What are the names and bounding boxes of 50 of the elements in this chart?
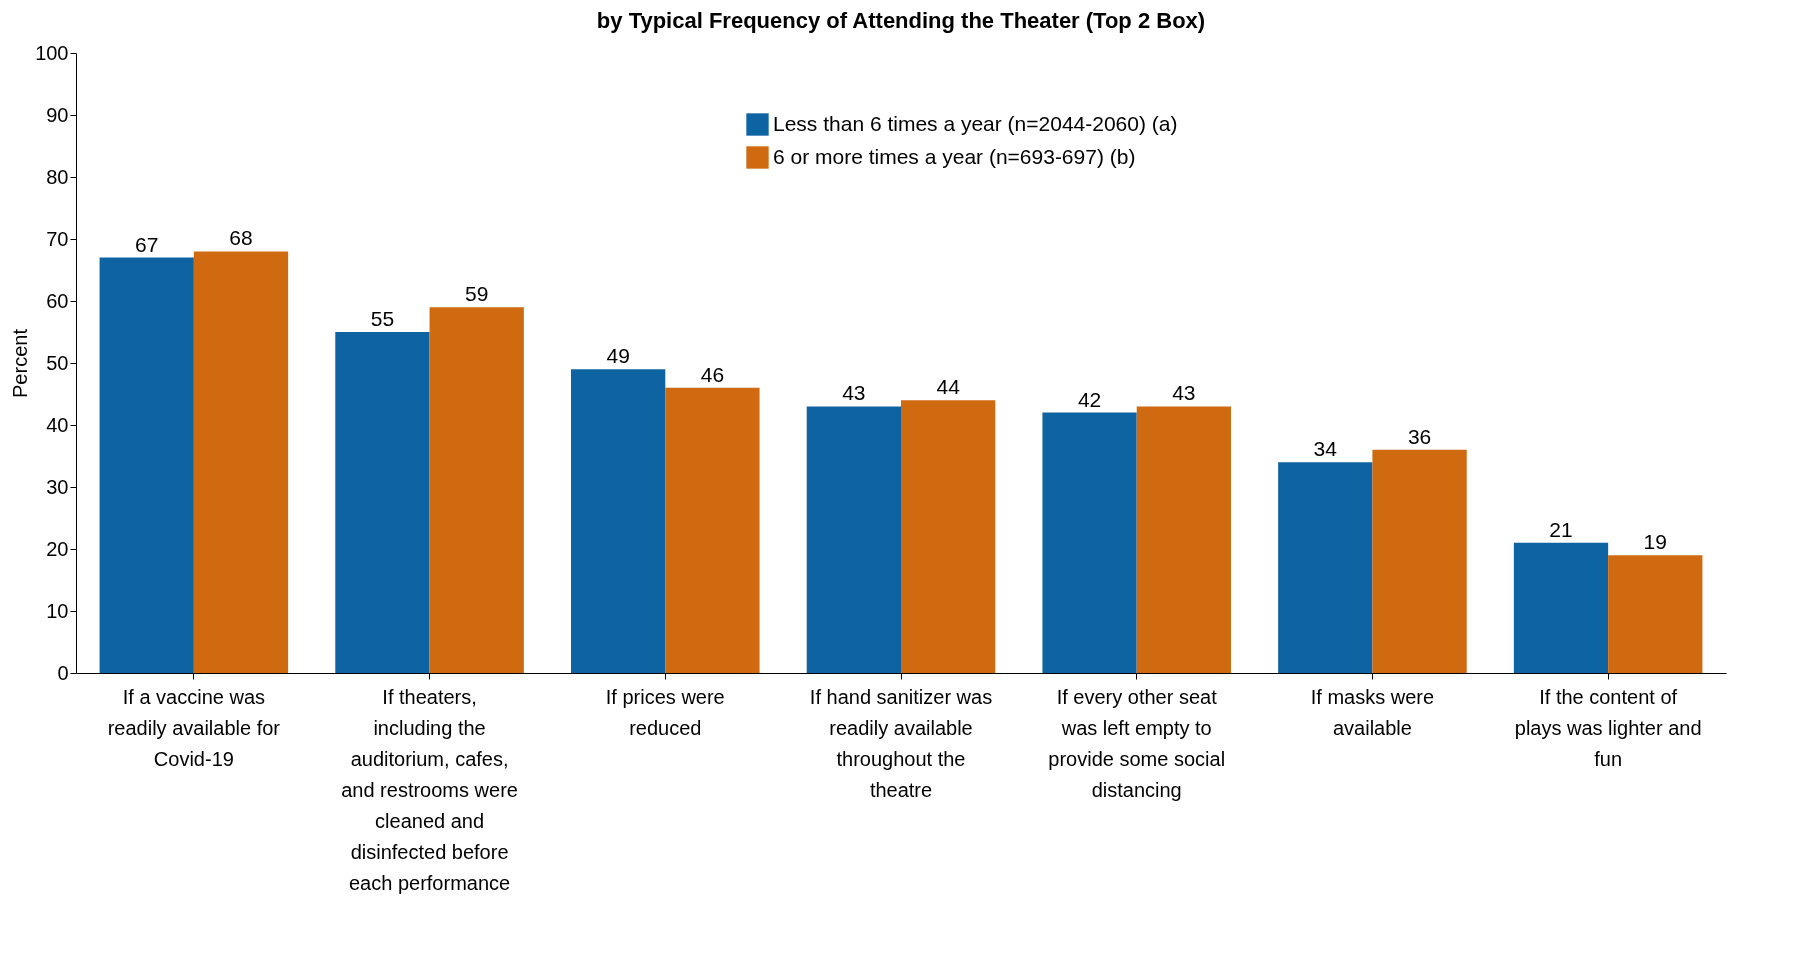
bar <box>1608 555 1703 673</box>
data-label: 55 <box>370 307 395 330</box>
bar <box>1513 542 1609 673</box>
x-tick-label: If a vaccine was readily available for Covid-19 <box>107 685 281 770</box>
bar <box>1372 449 1467 673</box>
bar <box>429 307 524 673</box>
legend-label: Less than 6 times a year (n=2044-2060) (a) <box>773 111 1178 135</box>
chart-title: by Typical Frequency of Attending the Theater (Top 2 Box) <box>596 8 1206 33</box>
bar <box>806 406 901 673</box>
bar <box>193 251 289 673</box>
y-tick-label: 30 <box>46 475 69 498</box>
y-axis-title: Percent <box>9 328 32 398</box>
data-label: 21 <box>1549 517 1573 541</box>
y-tick-label: 60 <box>46 289 69 312</box>
data-label: 43 <box>842 381 866 405</box>
bar <box>1042 412 1137 673</box>
data-label: 59 <box>465 282 489 306</box>
bar <box>571 369 666 673</box>
bar <box>665 387 760 673</box>
data-label: 19 <box>1643 530 1667 554</box>
bar <box>901 400 996 673</box>
x-tick-label: If the content of plays was lighter and fun <box>1514 685 1702 770</box>
data-label: 43 <box>1172 381 1196 405</box>
data-label: 34 <box>1313 437 1338 461</box>
bar <box>99 257 194 673</box>
data-label: 42 <box>1077 387 1102 411</box>
bar <box>335 332 430 673</box>
x-tick-label: If theaters, including the auditorium, cafes, and restrooms were cleaned and disinfected before each performance <box>341 685 518 894</box>
y-tick-label: 20 <box>46 537 69 560</box>
bar <box>1136 406 1231 673</box>
data-label: 67 <box>135 232 159 256</box>
y-tick-label: 80 <box>46 165 69 188</box>
data-label: 68 <box>229 226 253 250</box>
data-label: 36 <box>1407 424 1432 448</box>
data-label: 44 <box>936 375 961 399</box>
data-label: 49 <box>606 344 630 368</box>
x-tick-label: If prices were reduced <box>605 685 725 739</box>
y-tick-label: 100 <box>35 41 69 64</box>
data-label: 46 <box>700 362 725 386</box>
y-tick-label: 50 <box>46 351 69 374</box>
y-tick-label: 10 <box>46 599 69 622</box>
bar <box>1278 462 1373 673</box>
y-tick-label: 70 <box>46 227 69 250</box>
x-tick-label: If hand sanitizer was readily available throughout the theatre <box>809 685 993 801</box>
x-tick-label: If masks were available <box>1310 685 1435 739</box>
legend-label: 6 or more times a year (n=693-697) (b) <box>773 144 1136 168</box>
y-tick-label: 90 <box>46 103 69 126</box>
y-tick-label: 40 <box>46 413 69 436</box>
x-tick-label: If every other seat was left empty to provide some social distancing <box>1048 685 1226 801</box>
y-tick-label: 0 <box>57 661 69 684</box>
